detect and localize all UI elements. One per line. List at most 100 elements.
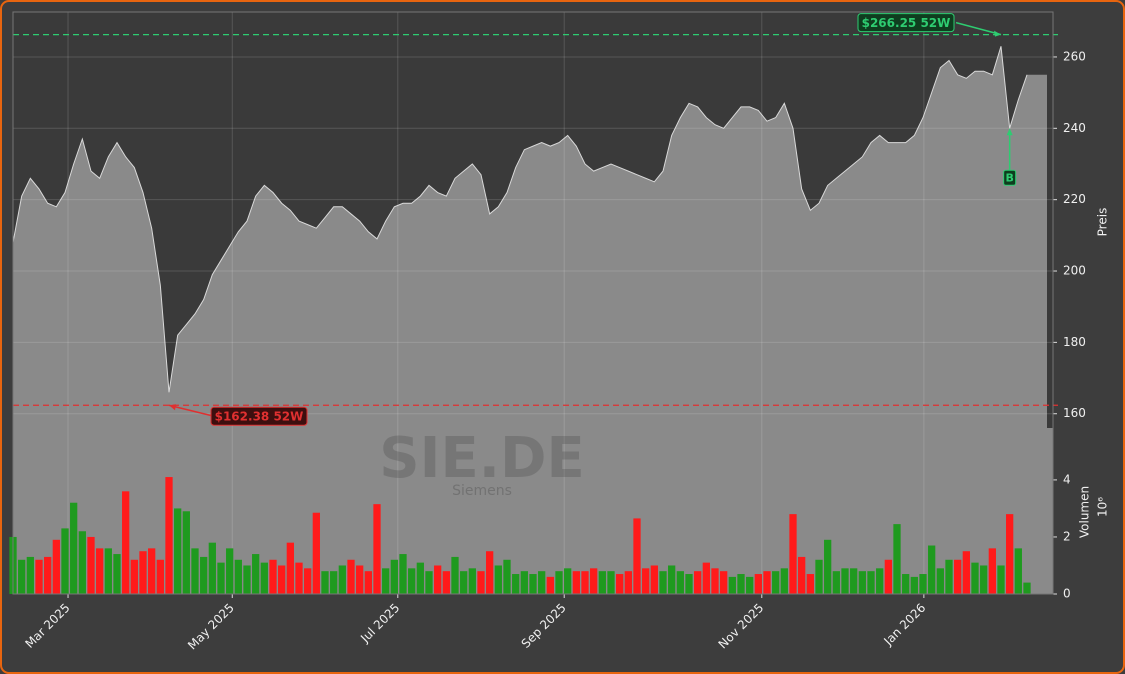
- plot-border: [12, 11, 1054, 595]
- volume-multiplier: 10⁶: [1096, 497, 1110, 517]
- volume-bar: [997, 565, 1005, 594]
- volume-bar: [399, 554, 407, 594]
- volume-bar: [590, 568, 598, 594]
- volume-bar: [70, 502, 78, 594]
- volume-bar: [772, 571, 780, 594]
- signal-label: B: [1005, 171, 1013, 184]
- annotation-box: [210, 406, 308, 426]
- volume-bar: [650, 565, 658, 594]
- signal-box: [1003, 169, 1017, 186]
- volume-bar: [312, 512, 320, 594]
- volume-bar: [382, 568, 390, 594]
- volume-bar: [728, 576, 736, 594]
- volume-bar: [945, 559, 953, 594]
- volume-bar: [919, 574, 927, 594]
- volume-bar: [243, 565, 251, 594]
- y-tick-label: 240: [1063, 121, 1086, 135]
- volume-bar: [364, 571, 372, 594]
- volume-bar: [564, 568, 572, 594]
- volume-bar: [555, 571, 563, 594]
- volume-bar: [572, 571, 580, 594]
- volume-bar: [780, 568, 788, 594]
- volume-bar: [156, 559, 164, 594]
- volume-bar: [624, 571, 632, 594]
- volume-bar: [1014, 548, 1022, 594]
- volume-bar: [96, 548, 104, 594]
- volume-bar: [78, 531, 86, 594]
- volume-bar: [581, 571, 589, 594]
- volume-bar: [477, 571, 485, 594]
- volume-bar: [460, 571, 468, 594]
- volume-bar: [338, 565, 346, 594]
- volume-bar: [746, 576, 754, 594]
- volume-bar: [217, 562, 225, 594]
- y-tick-label: 160: [1063, 406, 1086, 420]
- volume-bar: [295, 562, 303, 594]
- volume-bar: [546, 576, 554, 594]
- volume-bar: [858, 571, 866, 594]
- volume-bar: [347, 559, 355, 594]
- volume-bar: [494, 565, 502, 594]
- volume-bar: [936, 568, 944, 594]
- volume-bar: [130, 559, 138, 594]
- volume-bar: [616, 574, 624, 594]
- volume-bar: [286, 542, 294, 594]
- volume-bar: [893, 524, 901, 594]
- volume-bar: [139, 551, 147, 594]
- volume-bar: [884, 559, 892, 594]
- volume-bar: [408, 568, 416, 594]
- volume-bar: [434, 565, 442, 594]
- volume-bar: [988, 548, 996, 594]
- volume-bar: [832, 571, 840, 594]
- volume-bar: [685, 574, 693, 594]
- arrow-head: [994, 30, 1001, 37]
- volume-bar: [26, 556, 34, 594]
- volume-bar: [87, 536, 95, 594]
- volume-bar: [373, 504, 381, 594]
- volume-bar: [607, 571, 615, 594]
- volume-bar: [676, 571, 684, 594]
- price-area: [13, 46, 1047, 428]
- volume-bar: [954, 559, 962, 594]
- annotation-label: $162.38 52W: [215, 410, 304, 424]
- volume-bar: [35, 559, 43, 594]
- volume-bar: [208, 542, 216, 594]
- volume-bar: [598, 571, 606, 594]
- company-watermark: Siemens: [452, 483, 512, 499]
- volume-bar: [356, 565, 364, 594]
- volume-bar: [503, 559, 511, 594]
- volume-bar: [512, 574, 520, 594]
- volume-bar: [226, 548, 234, 594]
- y-tick-label: 260: [1063, 49, 1086, 63]
- volume-bar: [529, 574, 537, 594]
- volume-bar: [971, 562, 979, 594]
- volume-bar: [104, 548, 112, 594]
- volume-bar: [148, 548, 156, 594]
- volume-bar: [815, 559, 823, 594]
- volume-bar: [694, 571, 702, 594]
- arrow-head: [1006, 128, 1013, 136]
- volume-bar: [659, 571, 667, 594]
- y-axis-label: Preis: [1096, 208, 1110, 237]
- volume-bar: [451, 556, 459, 594]
- y-tick-label: 180: [1063, 335, 1086, 349]
- volume-bar: [841, 568, 849, 594]
- volume-bar: [122, 491, 130, 594]
- volume-bar: [642, 568, 650, 594]
- volume-bar: [720, 571, 728, 594]
- volume-bar: [191, 548, 199, 594]
- volume-bar: [200, 556, 208, 594]
- volume-bar: [52, 539, 60, 594]
- volume-bar: [850, 568, 858, 594]
- volume-bar: [928, 545, 936, 594]
- volume-bar: [798, 556, 806, 594]
- volume-bar: [962, 551, 970, 594]
- annotation-arrow: [168, 404, 215, 417]
- volume-bar: [113, 554, 121, 594]
- volume-bar: [702, 562, 710, 594]
- volume-bar: [304, 568, 312, 594]
- volume-watermark: SIE.DE: [379, 426, 584, 491]
- volume-bar: [806, 574, 814, 594]
- volume-bar: [486, 551, 494, 594]
